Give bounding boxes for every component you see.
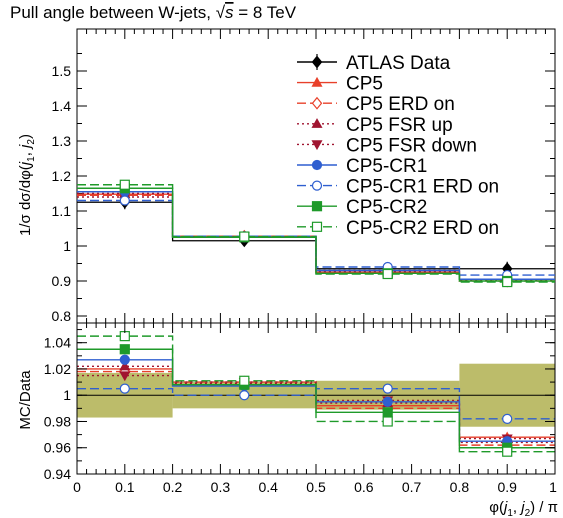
- main-y-tick-label: 1: [63, 238, 71, 254]
- x-tick-label: 0.1: [115, 479, 135, 495]
- ratio-panel: 0.94 0.96 0.98 1 1.02 1.04 0 0.1 0.2 0.3 0.4 0.5 0.6…: [44, 322, 557, 495]
- ratio-cp5-cr1-point: [382, 396, 393, 407]
- chart-title: Pull angle between W-jets, √s = 8 TeV: [10, 3, 297, 22]
- legend-cp5-label: CP5: [346, 74, 383, 95]
- ratio-y-tick-label: 1: [63, 387, 71, 403]
- ratio-y-tick-label: 1.02: [44, 361, 71, 377]
- x-tick-label: 0: [73, 479, 81, 495]
- series-cp5-cr2-erd-on-point: [239, 231, 250, 242]
- x-axis-label: φ(j1, j2) / π: [489, 499, 558, 518]
- x-tick-label: 0.8: [450, 479, 470, 495]
- ratio-cp5-cr2-point: [119, 344, 130, 355]
- legend-cp5-cr2-erd-on-label: CP5-CR2 ERD on: [346, 218, 499, 239]
- legend-cp5-erd-on-label: CP5 ERD on: [346, 94, 455, 115]
- legend-cp5-cr2-marker: [311, 201, 323, 212]
- main-y-tick-label: 0.9: [52, 273, 72, 289]
- legend-cp5-cr1-erd-on-label: CP5-CR1 ERD on: [346, 177, 499, 198]
- x-tick-label: 0.5: [306, 479, 326, 495]
- ratio-y-tick-label: 1.04: [44, 335, 71, 351]
- series-cp5-cr2-erd-on-point: [382, 268, 393, 280]
- main-y-tick-label: 1.4: [52, 98, 72, 114]
- ratio-cp5-cr1-erd-on-point: [239, 390, 250, 401]
- main-y-axis-label: 1/σ dσ/dφ(j1, j2): [17, 134, 37, 236]
- legend-cp5-cr1-label: CP5-CR1: [346, 156, 427, 177]
- ratio-y-tick-label: 0.98: [44, 413, 71, 429]
- legend-atlas-data-label: ATLAS Data: [346, 53, 451, 74]
- series-cp5-cr1-erd-on-point: [119, 195, 130, 206]
- x-tick-label: 0.2: [163, 479, 183, 495]
- legend-cp5-marker: [311, 76, 323, 87]
- legend-cp5-fsr-down-marker: [311, 140, 323, 151]
- main-y-tick-label: 1.5: [52, 63, 72, 79]
- main-y-tick-label: 0.8: [52, 308, 72, 324]
- ratio-cp5-cr1-point: [119, 354, 130, 365]
- x-tick-label: 0.3: [211, 479, 231, 495]
- legend-cp5-fsr-up-marker: [311, 118, 323, 128]
- ratio-cp5-cr2-erd-on-point: [502, 446, 513, 457]
- ratio-cp5-cr2-erd-on-point: [382, 416, 393, 427]
- ratio-cp5-cr2-erd-on-point: [239, 375, 250, 386]
- ratio-cp5-fsr-up-point: [119, 360, 131, 371]
- legend-cp5-fsr-up-label: CP5 FSR up: [346, 115, 453, 136]
- legend-cp5-erd-on-marker: [311, 96, 323, 110]
- ratio-y-axis-label: MC/Data: [17, 370, 34, 430]
- legend-atlas-data-marker: [311, 55, 323, 69]
- x-tick-label: 0.4: [258, 479, 278, 495]
- ratio-y-tick-label: 0.96: [44, 440, 71, 456]
- series-cp5-cr2-erd-on-point: [119, 179, 130, 190]
- legend-cp5-cr1-marker: [311, 159, 323, 171]
- x-tick-label: 0.9: [497, 479, 517, 495]
- ratio-cp5-cr2-point: [382, 407, 393, 418]
- legend-cp5-cr1-erd-on-marker: [311, 180, 323, 191]
- main-y-tick-label: 1.2: [52, 168, 72, 184]
- main-y-tick-label: 1.3: [52, 133, 72, 149]
- x-tick-label: 0.6: [354, 479, 374, 495]
- main-panel: 0.8 0.9 1 1.1 1.2 1.3 1.4 1.5: [52, 28, 556, 324]
- legend-cp5-fsr-down-label: CP5 FSR down: [346, 135, 477, 156]
- series-cp5-cr2-erd-on-line: [77, 184, 555, 283]
- ratio-cp5-fsr-down-point: [119, 371, 131, 382]
- legend-cp5-cr2-label: CP5-CR2: [346, 197, 427, 218]
- ratio-cp5-cr1-erd-on-point: [119, 383, 130, 394]
- x-tick-label: 0.7: [402, 479, 422, 495]
- ratio-cp5-cr1-erd-on-point: [502, 413, 513, 424]
- ratio-cp5-cr2-erd-on-line: [77, 335, 555, 453]
- ratio-cp5-cr1-erd-on-point: [382, 383, 393, 394]
- main-y-tick-label: 1.1: [52, 203, 72, 219]
- legend-cp5-cr2-erd-on-marker: [311, 221, 323, 232]
- ratio-y-tick-label: 0.94: [44, 466, 71, 482]
- series-cp5-cr2-erd-on-point: [502, 276, 513, 288]
- x-tick-label: 1: [549, 479, 557, 495]
